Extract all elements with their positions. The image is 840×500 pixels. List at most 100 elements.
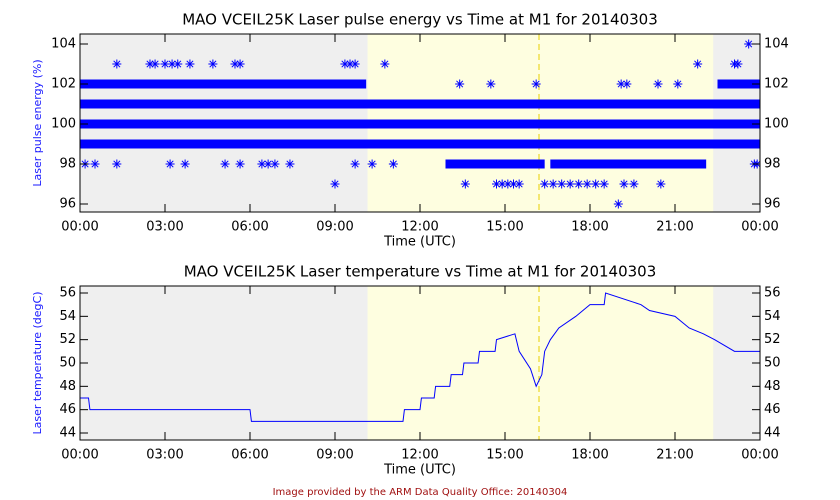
x-tick-label: 00:00 [741, 448, 778, 463]
y-tick-label: 46 [59, 402, 76, 417]
asterisk-point [693, 59, 703, 69]
asterisk-point [145, 59, 155, 69]
asterisk-point [388, 159, 398, 169]
asterisk-point [90, 159, 100, 169]
asterisk-point [340, 59, 350, 69]
x-tick-label: 06:00 [231, 220, 268, 235]
asterisk-point [673, 79, 683, 89]
asterisk-point [167, 59, 177, 69]
x-tick-label: 09:00 [316, 448, 353, 463]
x-tick-label: 21:00 [656, 448, 693, 463]
y-tick-label: 44 [59, 426, 76, 441]
asterisk-point [257, 159, 267, 169]
x-tick-label: 03:00 [146, 220, 183, 235]
asterisk-point [230, 59, 240, 69]
y-tick-label-right: 50 [764, 356, 781, 371]
asterisk-point [497, 179, 507, 189]
x-tick-label: 18:00 [571, 220, 608, 235]
dense-run [717, 79, 760, 89]
x-tick-label: 09:00 [316, 220, 353, 235]
asterisk-point [185, 59, 195, 69]
dense-run [80, 79, 367, 89]
asterisk-point [160, 59, 170, 69]
footer: Image provided by the ARM Data Quality O… [273, 487, 568, 498]
y-tick-label-right: 44 [764, 426, 781, 441]
asterisk-point [656, 179, 666, 189]
asterisk-point [330, 179, 340, 189]
asterisk-point [514, 179, 524, 189]
asterisk-point [509, 179, 518, 189]
asterisk-point [380, 59, 390, 69]
daylight-region [367, 286, 714, 440]
dense-run [445, 159, 545, 169]
asterisk-point [455, 79, 465, 89]
asterisk-point [367, 159, 377, 169]
asterisk-point [350, 159, 360, 169]
asterisk-point [112, 59, 122, 69]
x-tick-label: 00:00 [61, 448, 98, 463]
y-axis-label: Laser temperature (degC) [31, 291, 44, 434]
asterisk-point [591, 179, 601, 189]
x-axis-label: Time (UTC) [383, 463, 456, 478]
x-tick-label: 12:00 [401, 448, 438, 463]
x-tick-label: 15:00 [486, 220, 523, 235]
y-tick-label-right: 100 [764, 117, 789, 132]
y-tick-label-right: 52 [764, 332, 781, 347]
asterisk-point [150, 59, 160, 69]
y-tick-label-right: 54 [764, 309, 781, 324]
asterisk-point [208, 59, 218, 69]
y-tick-label: 50 [59, 356, 76, 371]
asterisk-point [503, 179, 513, 189]
asterisk-point [622, 79, 632, 89]
y-tick-label-right: 98 [764, 157, 781, 172]
asterisk-point [350, 59, 360, 69]
asterisk-point [492, 179, 501, 189]
asterisk-point [565, 179, 575, 189]
x-tick-label: 12:00 [401, 220, 438, 235]
asterisk-point [285, 159, 295, 169]
y-tick-label: 54 [59, 309, 76, 324]
y-tick-label-right: 56 [764, 286, 781, 301]
asterisk-point [557, 179, 567, 189]
asterisk-point [548, 179, 558, 189]
asterisk-point [112, 159, 122, 169]
dense-run [550, 159, 707, 169]
y-tick-label-right: 102 [764, 77, 789, 92]
x-tick-label: 03:00 [146, 448, 183, 463]
asterisk-point [235, 59, 245, 69]
y-tick-label: 102 [51, 77, 76, 92]
asterisk-point [345, 59, 355, 69]
asterisk-point [619, 179, 629, 189]
y-tick-label: 56 [59, 286, 76, 301]
x-tick-label: 18:00 [571, 448, 608, 463]
x-tick-label: 00:00 [61, 220, 98, 235]
asterisk-point [582, 179, 592, 189]
y-tick-label: 100 [51, 117, 76, 132]
y-axis-label: Laser pulse energy (%) [31, 59, 44, 186]
asterisk-point [744, 39, 754, 49]
asterisk-point [599, 179, 609, 189]
chart-title: MAO VCEIL25K Laser pulse energy vs Time … [182, 11, 658, 29]
asterisk-point [460, 179, 470, 189]
asterisk-point [180, 159, 190, 169]
asterisk-point [220, 159, 230, 169]
asterisk-point [733, 59, 743, 69]
plot-data [80, 39, 760, 209]
asterisk-point [173, 59, 183, 69]
dense-run [80, 139, 760, 149]
asterisk-point [574, 179, 584, 189]
x-tick-label: 00:00 [741, 220, 778, 235]
asterisk-point [235, 159, 245, 169]
asterisk-point [263, 159, 273, 169]
dense-run [80, 99, 760, 109]
x-axis-label: Time (UTC) [383, 235, 456, 250]
x-tick-label: 06:00 [231, 448, 268, 463]
chart-title: MAO VCEIL25K Laser temperature vs Time a… [184, 263, 657, 281]
x-tick-label: 15:00 [486, 448, 523, 463]
asterisk-point [270, 159, 280, 169]
y-tick-label: 48 [59, 379, 76, 394]
y-tick-label-right: 48 [764, 379, 781, 394]
y-tick-label: 96 [59, 197, 76, 212]
asterisk-point [653, 79, 663, 89]
